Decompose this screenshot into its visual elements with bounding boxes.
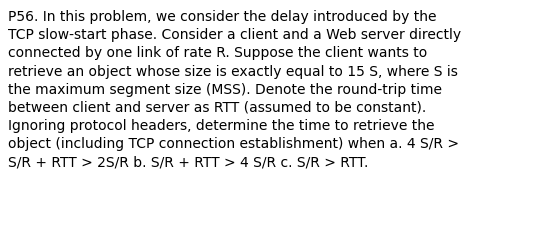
Text: P56. In this problem, we consider the delay introduced by the
TCP slow-start pha: P56. In this problem, we consider the de… [8,10,461,169]
